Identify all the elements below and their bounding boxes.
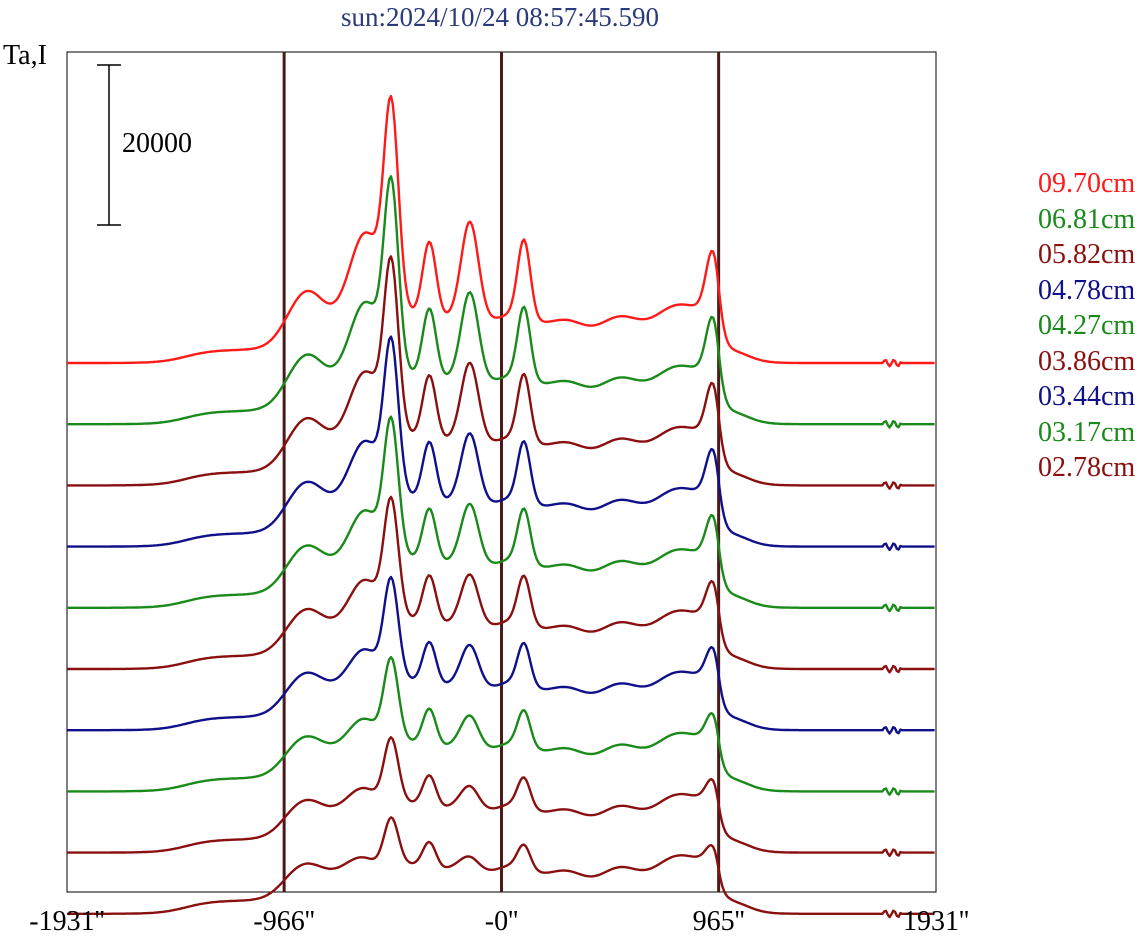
legend-entry: 02.78cm [1038,452,1136,483]
legend-entry: 03.17cm [1038,416,1136,448]
series-line [67,736,935,858]
legend-entry: 05.82cm [1038,239,1136,270]
series-line [67,255,935,490]
x-tick-label: -0'' [484,906,519,937]
x-tick-label: 965'' [692,906,745,937]
series-line [67,816,935,919]
legend-entry: 03.86cm [1038,345,1136,377]
series-line [67,94,935,368]
scale-bar-label: 20000 [122,128,192,159]
chart-title: sun:2024/10/24 08:57:45.590 [340,2,659,32]
series-line [67,415,935,613]
legend-entry: 09.70cm [1038,168,1136,199]
legend-entry: 06.81cm [1038,203,1136,235]
series-line [67,335,935,552]
legend-entry: 03.44cm [1038,381,1136,412]
legend-entry: 04.78cm [1038,274,1136,306]
legend: 09.70cm 06.81cm 05.82cm 04.78cm 04.27cm … [1038,166,1135,486]
x-tick-label: -966'' [253,906,315,937]
x-tick-label: -1931'' [29,906,105,937]
series-line [67,656,935,796]
series-line [67,175,935,429]
series-line [67,575,935,735]
series-line [67,495,935,674]
x-tick-label: 1931'' [902,906,970,937]
y-axis-label: Ta,I [3,40,47,71]
legend-entry: 04.27cm [1038,310,1136,341]
